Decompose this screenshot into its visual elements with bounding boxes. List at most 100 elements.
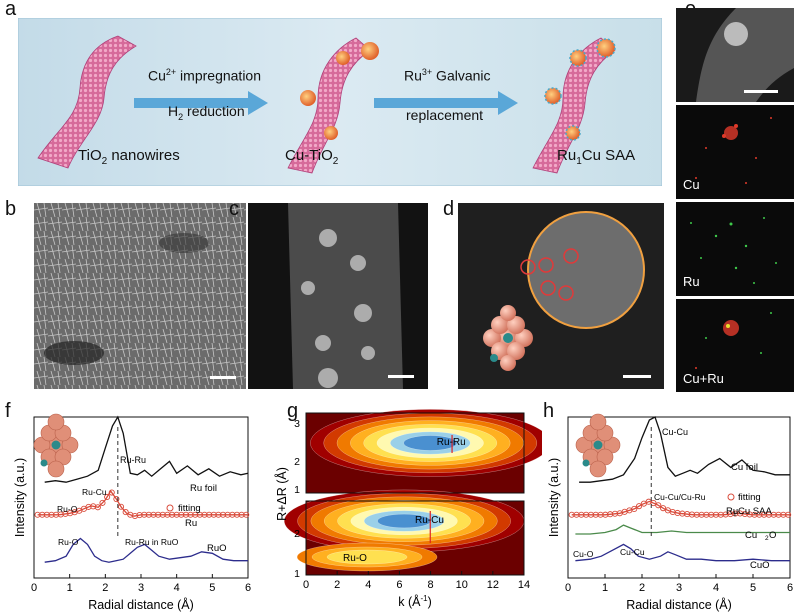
scale-bar-b (210, 376, 236, 379)
chart-h: 0 1 2 3 4 5 6 Radial distance (Å) Intensity (a.u… (547, 413, 793, 612)
cu-cluster (324, 126, 338, 140)
panel-label-b: b (5, 198, 17, 220)
fit-point (210, 511, 217, 518)
panel-label-c: c (229, 198, 239, 220)
fit-point (136, 511, 143, 519)
fit-point (85, 503, 92, 510)
contour (403, 435, 458, 451)
fit-point (155, 511, 162, 518)
x-tick-label: 4 (365, 579, 371, 591)
plot-frame (305, 412, 525, 494)
annotation: 2 (765, 535, 769, 542)
ru-atom (51, 440, 61, 450)
x-tick-label: 0 (303, 579, 309, 591)
cu-dots (695, 117, 772, 184)
x-axis-label-sup: -1 (420, 594, 428, 603)
fit-point (201, 511, 208, 518)
fit-point (113, 496, 120, 503)
fit-point (660, 505, 667, 512)
annotation: fitting (738, 492, 761, 503)
y-axis-label: Intensity (a.u.) (547, 458, 561, 537)
x-tick-label: 5 (750, 582, 756, 594)
scale-bar-d (623, 375, 651, 378)
fit-point (145, 511, 152, 518)
panel-label-a: a (5, 0, 17, 20)
ru1cu-cluster (569, 49, 587, 67)
step2-line2: replacement (406, 107, 484, 123)
sem-image-b (34, 203, 246, 389)
fit-point (243, 511, 250, 518)
x-tick-label: 3 (676, 582, 682, 594)
step1-line2: H2 reduction (168, 103, 245, 122)
fit-point (48, 511, 55, 518)
series-line (571, 500, 790, 516)
scale-bar-c (388, 375, 414, 378)
eds-label-ru: Ru (683, 274, 700, 289)
panel-label-g: g (287, 400, 299, 422)
series-line (579, 416, 790, 483)
fit-point (224, 511, 231, 518)
y-axis-label: Intensity (a.u.) (13, 458, 27, 537)
x-tick-label: 12 (487, 579, 499, 591)
fit-point (178, 511, 185, 518)
fit-point (631, 505, 638, 512)
fit-point (206, 511, 213, 518)
ru-map (676, 202, 794, 296)
fit-point (196, 511, 203, 518)
panel-label-f: f (5, 400, 11, 422)
fit-point (650, 500, 657, 507)
x-tick-label: 6 (396, 579, 402, 591)
fit-point (39, 511, 46, 518)
step2-line1: Ru3+ Galvanic (404, 67, 491, 84)
cluster-model-f (33, 413, 79, 478)
step1-arrow (134, 91, 268, 115)
fit-point (99, 499, 106, 506)
cluster-atom (47, 413, 65, 431)
cu-cluster (361, 42, 379, 60)
cluster-model-h (575, 413, 621, 478)
x-tick-label: 2 (639, 582, 645, 594)
x-tick-label: 6 (245, 582, 251, 594)
eds-label-cu: Cu (683, 177, 700, 192)
x-tick-label: 2 (102, 582, 108, 594)
fit-point (233, 511, 240, 518)
ru-atom (582, 459, 590, 467)
fit-point (187, 511, 194, 518)
legend-marker (166, 504, 174, 512)
annotation: RuO (207, 543, 227, 554)
ru1cu-cluster (544, 87, 562, 105)
fit-point (57, 511, 64, 518)
fit-point (108, 489, 115, 496)
annotation: Ru foil (190, 483, 217, 494)
x-tick-label: 5 (209, 582, 215, 594)
x-axis-label: Radial distance (Å) (626, 597, 732, 612)
cluster-atom (589, 460, 607, 478)
overlay-dots (695, 312, 772, 369)
annotation: Ru-Ru in RuO (125, 537, 179, 547)
annotation: Ru-Ru (120, 455, 146, 465)
cu-cluster (336, 51, 350, 65)
annotation: Cu SAA (738, 506, 772, 517)
fit-point (785, 511, 792, 518)
stage1-label: TiO2 nanowires (78, 147, 180, 167)
fit-point (164, 511, 171, 518)
cluster-atom (47, 460, 65, 478)
fit-point (43, 511, 50, 518)
annotation: Ru (185, 518, 197, 529)
step1-line1: Cu2+ impregnation (148, 67, 261, 84)
heatmap-top (306, 409, 542, 493)
ru1cu-cluster (565, 125, 581, 141)
x-tick-label: 1 (67, 582, 73, 594)
annotation: 1 (733, 511, 737, 518)
heatmap-label: Ru-Cu (415, 515, 444, 526)
x-tick-label: 4 (174, 582, 180, 594)
cu-map (676, 105, 794, 199)
fit-point (117, 503, 125, 510)
panel-label-d: d (443, 198, 455, 220)
annotation: Cu-O (573, 549, 594, 559)
annotation: Ru (726, 506, 738, 517)
x-tick-label: 8 (428, 579, 434, 591)
fit-point (122, 509, 129, 516)
annotation: Ru-O (58, 537, 79, 547)
x-tick-label: 1 (602, 582, 608, 594)
